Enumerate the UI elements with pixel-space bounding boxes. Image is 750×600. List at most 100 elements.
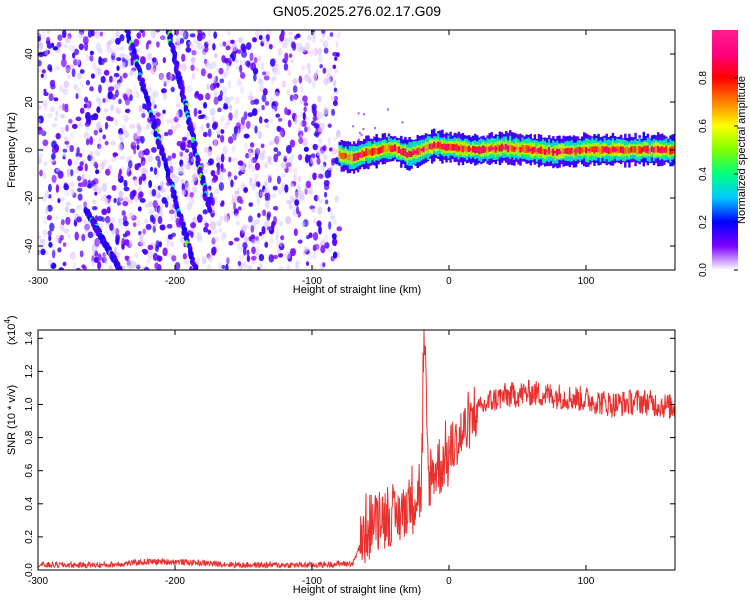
noise-speck	[273, 91, 280, 98]
noise-speck	[234, 96, 241, 105]
noise-speck	[62, 88, 69, 96]
noise-speck	[327, 206, 331, 212]
tone-segment	[459, 144, 463, 152]
noise-speck	[262, 209, 267, 217]
noise-speck	[83, 201, 87, 209]
noise-speck	[89, 50, 95, 56]
noise-speck	[295, 262, 299, 269]
noise-speck	[170, 86, 175, 93]
noise-speck	[65, 36, 72, 44]
faint-speck	[362, 127, 365, 131]
noise-speck	[246, 255, 251, 263]
tone-segment	[576, 147, 580, 153]
tone-peak	[445, 145, 450, 149]
noise-speck	[247, 264, 252, 270]
noise-speck	[176, 151, 181, 157]
noise-speck	[258, 78, 264, 86]
noise-speck	[239, 64, 243, 74]
noise-speck	[60, 219, 65, 226]
tone-segment	[652, 147, 656, 153]
noise-speck	[203, 116, 209, 121]
noise-speck	[74, 231, 79, 241]
noise-speck	[57, 247, 62, 253]
noise-speck	[267, 155, 273, 162]
noise-speck	[96, 67, 102, 73]
tone-segment	[387, 144, 391, 151]
noise-speck	[93, 184, 99, 193]
noise-speck	[42, 216, 48, 225]
tone-segment	[480, 146, 483, 154]
tone-segment	[340, 152, 343, 159]
noise-speck	[47, 112, 53, 119]
noise-speck	[79, 182, 84, 188]
streak-point	[207, 206, 213, 214]
noise-speck	[104, 121, 109, 130]
noise-speck	[226, 256, 230, 265]
noise-speck	[189, 192, 194, 198]
noise-speck	[118, 132, 123, 141]
noise-speck	[248, 150, 252, 158]
noise-speck	[288, 31, 293, 37]
noise-speck	[48, 93, 54, 102]
noise-speck	[294, 199, 300, 206]
tone-peak	[586, 148, 591, 152]
noise-speck	[307, 34, 312, 41]
noise-speck	[139, 236, 144, 245]
noise-speck	[108, 265, 113, 270]
tone-segment	[396, 146, 399, 154]
noise-speck	[106, 47, 113, 54]
noise-speck	[212, 43, 216, 51]
noise-speck	[250, 255, 257, 261]
noise-speck	[108, 164, 113, 171]
noise-speck	[212, 75, 217, 84]
noise-speck	[200, 68, 206, 77]
tone-peak	[476, 148, 481, 152]
noise-speck	[298, 75, 303, 84]
noise-speck	[202, 52, 207, 58]
noise-speck	[301, 120, 307, 127]
noise-speck	[82, 36, 89, 45]
noise-speck	[38, 235, 42, 240]
tone-peak	[568, 149, 573, 153]
noise-speck	[309, 157, 315, 164]
noise-speck	[152, 90, 159, 98]
noise-speck	[141, 30, 146, 38]
noise-speck	[261, 93, 267, 103]
noise-speck	[38, 130, 44, 135]
noise-speck	[312, 35, 316, 44]
x-tick-label: -100	[302, 276, 322, 287]
noise-speck	[131, 189, 137, 197]
noise-speck	[98, 144, 104, 150]
noise-speck	[193, 123, 197, 129]
snr-y-ticks: 0.0 0.2 0.4 0.6 0.8 1.0 1.2 1.4	[24, 331, 675, 577]
noise-speck	[59, 126, 66, 134]
tone-peak	[457, 147, 461, 150]
noise-speck	[97, 47, 104, 55]
noise-speck	[79, 152, 83, 158]
tone-segment	[523, 145, 526, 153]
noise-speck	[281, 80, 287, 88]
tone-segment	[628, 147, 631, 154]
noise-speck	[63, 136, 69, 141]
noise-speck	[297, 239, 303, 244]
noise-speck	[43, 88, 47, 93]
noise-speck	[298, 41, 304, 51]
noise-speck	[206, 252, 212, 260]
noise-speck	[162, 247, 168, 257]
noise-speck	[152, 200, 158, 209]
tone-segment	[449, 143, 452, 151]
noise-speck	[312, 143, 318, 151]
noise-speck	[143, 148, 150, 156]
noise-speck	[318, 225, 322, 235]
tone-peak	[604, 148, 609, 152]
noise-speck	[322, 40, 329, 49]
noise-speck	[317, 54, 324, 64]
noise-speck	[270, 77, 274, 85]
noise-speck	[233, 237, 240, 242]
noise-speck	[55, 132, 61, 140]
noise-speck	[267, 175, 272, 183]
noise-speck	[168, 209, 175, 215]
noise-speck	[84, 124, 91, 131]
noise-speck	[46, 214, 52, 221]
noise-speck	[333, 95, 338, 101]
